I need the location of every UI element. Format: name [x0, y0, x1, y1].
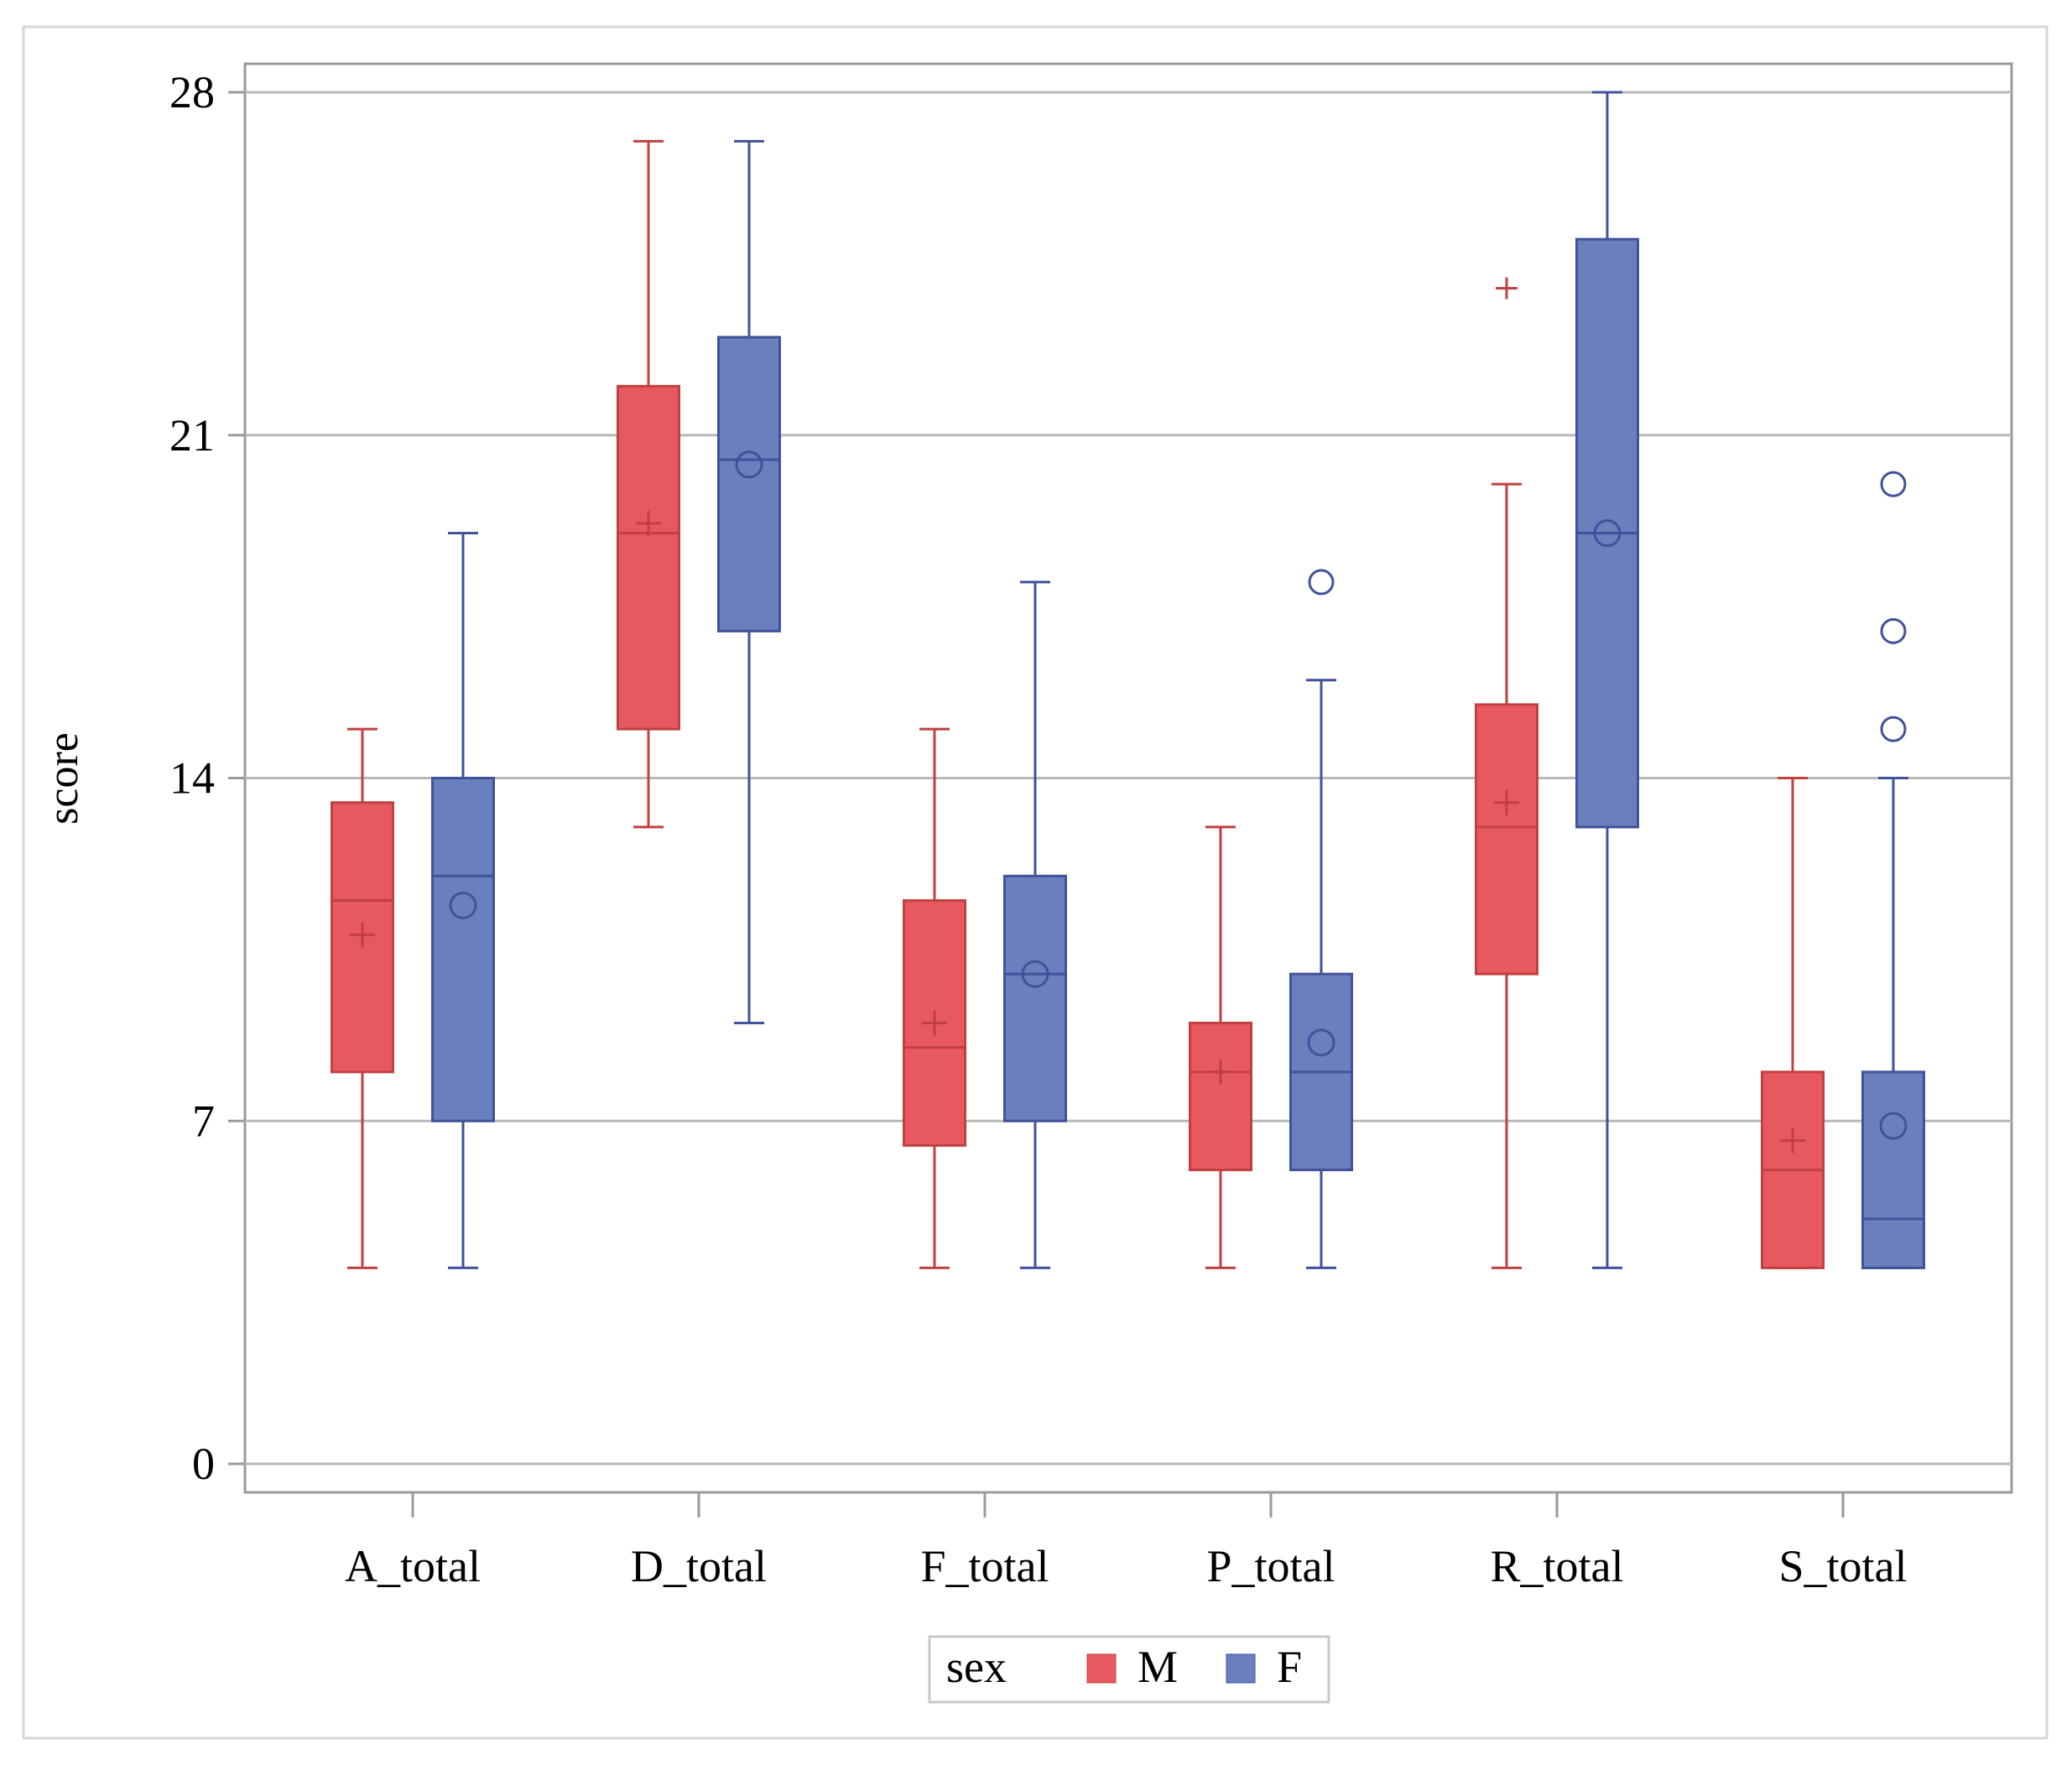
mean-marker: [449, 891, 477, 919]
boxes: [331, 91, 1925, 1269]
x-tick-label: P_total: [1206, 1541, 1335, 1591]
outlier-marker: [1880, 617, 1907, 644]
x-tick-label: A_total: [345, 1541, 481, 1591]
x-tick-label: D_total: [631, 1541, 767, 1591]
mean-marker: [1021, 960, 1049, 988]
y-tick-label: 21: [169, 410, 215, 461]
legend-swatch-m: [1086, 1653, 1117, 1684]
box-f-a_total: [431, 532, 495, 1269]
legend-frame: [928, 1635, 1330, 1704]
legend-title: sex: [946, 1642, 1007, 1692]
box-f-d_total: [717, 139, 781, 1024]
outlier-marker: [1880, 471, 1907, 497]
box-m-d_total: [617, 139, 680, 829]
x-tick-label: S_total: [1778, 1541, 1907, 1591]
box-iqr: [1189, 1021, 1252, 1172]
box-m-r_total: [1475, 277, 1538, 1269]
box-f-r_total: [1575, 91, 1639, 1269]
mean-marker: [1879, 1112, 1908, 1140]
y-tick-label: 7: [192, 1096, 215, 1146]
box-iqr: [1475, 703, 1538, 976]
box-f-f_total: [1003, 581, 1067, 1269]
box-m-f_total: [903, 727, 966, 1269]
outlier-marker: [1308, 569, 1335, 596]
legend-swatch-f: [1226, 1653, 1256, 1684]
box-f-p_total: [1289, 569, 1353, 1269]
legend-label-m: M: [1138, 1642, 1178, 1692]
y-tick-label: 14: [169, 753, 215, 804]
mean-marker: [735, 450, 763, 479]
box-m-a_total: [331, 727, 394, 1269]
box-m-p_total: [1189, 825, 1252, 1269]
x-tick-label: F_total: [920, 1541, 1049, 1591]
axes: 0 7 14 21 28 A_total D_total F_total P_total R_to…: [169, 67, 1908, 1591]
box-iqr: [717, 336, 781, 633]
box-iqr: [1861, 1070, 1925, 1269]
box-f-s_total: [1861, 471, 1925, 1269]
x-tick-label: R_total: [1491, 1541, 1624, 1591]
box-iqr: [431, 777, 495, 1122]
legend: sex M F: [928, 1635, 1330, 1704]
gridlines: [245, 91, 2012, 1466]
mean-marker: [1593, 519, 1622, 548]
y-tick-label: 0: [192, 1439, 215, 1489]
legend-label-f: F: [1277, 1642, 1302, 1692]
box-m-s_total: [1761, 777, 1825, 1269]
box-iqr: [1003, 874, 1067, 1122]
outlier-marker: [1880, 716, 1907, 742]
box-iqr: [617, 384, 680, 731]
mean-marker: [1307, 1028, 1335, 1057]
y-tick-label: 28: [169, 67, 215, 117]
y-axis-label: score: [39, 732, 87, 825]
